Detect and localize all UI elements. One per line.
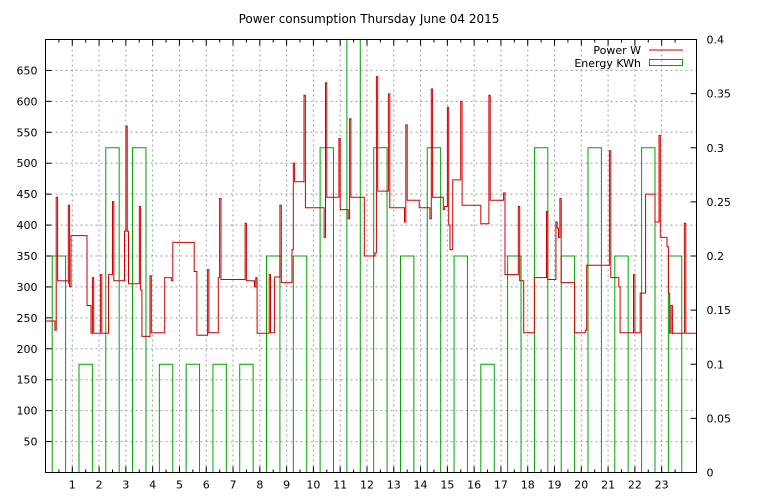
x-tick-label-21: 21	[601, 479, 615, 492]
x-tick-label-4: 4	[149, 479, 156, 492]
energy-box-hour-20	[587, 147, 602, 473]
y2-tick-label-0.1: 0.1	[707, 358, 725, 371]
x-tick-label-11: 11	[333, 479, 347, 492]
x-tick-label-10: 10	[306, 479, 320, 492]
y2-tick-label-0: 0	[707, 467, 714, 480]
x-tick-label-19: 19	[548, 479, 562, 492]
x-tick-label-14: 14	[414, 479, 428, 492]
energy-box-hour-17	[507, 255, 522, 473]
x-tick-label-15: 15	[440, 479, 454, 492]
y-tick-label-650: 650	[17, 64, 38, 77]
energy-box-hour-15	[453, 255, 468, 473]
legend: Power W Energy KWh	[574, 44, 683, 70]
x-tick-label-20: 20	[574, 479, 588, 492]
legend-energy-swatch	[649, 59, 683, 66]
energy-box-hour-4	[158, 363, 174, 473]
legend-power-label: Power W	[593, 44, 641, 57]
energy-box-hour-11	[346, 39, 361, 473]
energy-box-hour-18	[533, 147, 549, 473]
energy-box-hour-13	[399, 255, 415, 473]
x-tick-label-23: 23	[655, 479, 669, 492]
y-tick-label-300: 300	[17, 281, 38, 294]
y-tick-label-400: 400	[17, 219, 38, 232]
y-tick-label-550: 550	[17, 126, 38, 139]
y2-tick-label-0.3: 0.3	[707, 142, 725, 155]
x-tick-label-5: 5	[176, 479, 183, 492]
x-tick-label-16: 16	[467, 479, 481, 492]
energy-box-hour-7	[239, 363, 254, 473]
x-tick-label-8: 8	[256, 479, 263, 492]
energy-box-hour-2	[105, 147, 120, 473]
energy-box-hour-6	[212, 363, 227, 473]
energy-box-hour-1	[78, 363, 93, 473]
x-tick-label-2: 2	[96, 479, 103, 492]
x-tick-label-9: 9	[283, 479, 290, 492]
y2-tick-label-0.05: 0.05	[707, 412, 732, 425]
y2-tick-label-0.2: 0.2	[707, 250, 725, 263]
y2-tick-label-0.35: 0.35	[707, 88, 732, 101]
x-tick-label-13: 13	[387, 479, 401, 492]
x-tick-label-12: 12	[360, 479, 374, 492]
y2-tick-label-0.25: 0.25	[707, 196, 732, 209]
energy-box-hour-12	[373, 147, 388, 473]
power-line	[45, 76, 697, 337]
y-tick-label-150: 150	[17, 374, 38, 387]
energy-box-hour-14	[426, 147, 442, 473]
x-tick-label-22: 22	[628, 479, 642, 492]
y-tick-label-450: 450	[17, 188, 38, 201]
energy-box-hour-5	[185, 363, 201, 473]
energy-box-hour-16	[480, 363, 495, 473]
y-tick-label-350: 350	[17, 250, 38, 263]
axis-ticks: 1 2 3 4 5 6 7 8 9 10 11 12 13 14 15 16 17 18 19 20 21 22 23501…	[17, 34, 732, 492]
energy-box-hour-9	[292, 255, 308, 473]
energy-box-hour-23	[667, 255, 683, 473]
y-tick-label-200: 200	[17, 343, 38, 356]
y-tick-label-600: 600	[17, 95, 38, 108]
x-tick-label-18: 18	[521, 479, 535, 492]
energy-box-hour-21	[614, 255, 629, 473]
x-tick-label-6: 6	[203, 479, 210, 492]
x-tick-label-17: 17	[494, 479, 508, 492]
y2-tick-label-0.15: 0.15	[707, 304, 732, 317]
x-tick-label-3: 3	[122, 479, 129, 492]
energy-box-hour-8	[266, 255, 281, 473]
energy-box-hour-0	[51, 255, 67, 473]
energy-box-hour-3	[132, 147, 147, 473]
y-tick-label-100: 100	[17, 405, 38, 418]
chart-title: Power consumption Thursday June 04 2015	[239, 12, 500, 26]
energy-box-hour-19	[560, 255, 576, 473]
y2-tick-label-0.4: 0.4	[707, 34, 725, 47]
y-tick-label-500: 500	[17, 157, 38, 170]
x-tick-label-7: 7	[230, 479, 237, 492]
energy-box-hour-22	[641, 147, 656, 473]
y-tick-label-50: 50	[24, 436, 38, 449]
legend-energy-label: Energy KWh	[574, 57, 641, 70]
power-series	[45, 76, 697, 337]
y-tick-label-250: 250	[17, 312, 38, 325]
x-tick-label-1: 1	[69, 479, 76, 492]
